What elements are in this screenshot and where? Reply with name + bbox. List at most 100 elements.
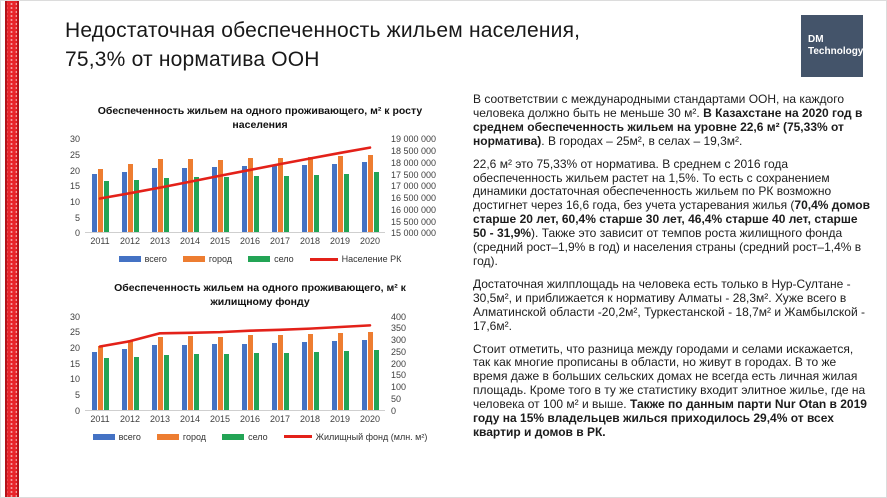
bar-город xyxy=(367,154,373,233)
legend-swatch xyxy=(92,433,115,440)
y-axis-tick: 0 xyxy=(74,228,80,239)
y-axis-tick: 5 xyxy=(74,389,80,400)
x-label: 2019 xyxy=(329,236,351,247)
x-label: 2012 xyxy=(119,413,141,424)
bar-group xyxy=(115,317,145,410)
y-axis-tick: 25 xyxy=(69,327,80,338)
y-axis-tick: 16 500 000 xyxy=(391,193,437,204)
plot-area xyxy=(85,139,385,234)
y-axis-tick: 10 xyxy=(69,374,80,385)
x-label: 2018 xyxy=(299,236,321,247)
bar-group xyxy=(325,317,355,410)
bar-group xyxy=(235,139,265,233)
bar-село xyxy=(103,180,109,233)
text-run: Стоит отметить, что разница между города… xyxy=(473,341,866,412)
y-axis-tick: 350 xyxy=(391,323,407,334)
bar-всего xyxy=(91,174,97,233)
bar-всего xyxy=(181,167,187,233)
left-y-axis: 30 25 20 15 10 5 0 xyxy=(59,312,85,416)
y-axis-tick: 30 xyxy=(69,311,80,322)
bar-group xyxy=(205,317,235,410)
x-axis-labels: 2011 2012 2013 2014 2015 2016 2017 2018 2019 2020 xyxy=(85,414,385,424)
legend-swatch xyxy=(118,256,141,263)
legend-label: город xyxy=(182,431,207,442)
text-run: Также по данным парти Nur Otan в 2019 го… xyxy=(473,397,867,439)
bar-город xyxy=(247,158,253,233)
legend-item: Жилищный фонд (млн. м²) xyxy=(283,432,427,442)
y-axis-tick: 150 xyxy=(391,370,407,381)
chart-legend: всего город село Жилищный фонд (млн. м²) xyxy=(59,432,461,442)
x-label: 2017 xyxy=(269,413,291,424)
paragraph: Стоит отметить, что разница между города… xyxy=(473,341,873,440)
bar-село xyxy=(373,172,379,233)
y-axis-tick: 18 000 000 xyxy=(391,157,437,168)
bar-group xyxy=(145,139,175,233)
bar-село xyxy=(103,357,109,410)
text-run: В соответствии с международными стандарт… xyxy=(473,92,845,120)
legend-item: город xyxy=(156,431,207,442)
legend-swatch xyxy=(182,256,205,263)
logo-line-1: DM xyxy=(808,33,824,45)
bar-group xyxy=(85,139,115,233)
legend-line-sample xyxy=(283,435,312,438)
bar-город xyxy=(127,341,133,410)
x-label: 2011 xyxy=(90,413,110,424)
x-label: 2020 xyxy=(359,236,381,247)
x-label: 2015 xyxy=(209,413,231,424)
y-axis-tick: 15 xyxy=(69,358,80,369)
y-axis-tick: 20 xyxy=(69,165,80,176)
bar-всего xyxy=(331,341,337,410)
x-label: 2020 xyxy=(359,413,381,424)
bar-село xyxy=(283,175,289,233)
text-run: В Казахстане на 2020 год в среднем обесп… xyxy=(473,105,863,148)
y-axis-tick: 17 000 000 xyxy=(391,181,437,192)
y-axis-tick: 5 xyxy=(74,212,80,223)
x-label: 2016 xyxy=(239,236,261,247)
analysis-text-column: В соответствии с международными стандарт… xyxy=(473,92,873,449)
bar-всего xyxy=(121,348,127,410)
bar-город xyxy=(247,335,253,410)
bar-group xyxy=(175,317,205,410)
bar-город xyxy=(367,332,373,410)
legend-line-sample xyxy=(309,258,338,261)
y-axis-tick: 15 000 000 xyxy=(391,228,437,239)
bar-group xyxy=(85,317,115,410)
bar-group xyxy=(325,139,355,233)
bar-group xyxy=(235,317,265,410)
bar-group xyxy=(175,139,205,233)
x-label: 2014 xyxy=(179,236,201,247)
bar-село xyxy=(163,178,169,233)
bar-group xyxy=(355,317,385,410)
legend-label: село xyxy=(274,254,294,265)
chart-title: Обеспеченность жильем на одного проживаю… xyxy=(114,282,406,308)
bar-group xyxy=(355,139,385,233)
chart-housing-vs-population: Обеспеченность жильем на одного проживаю… xyxy=(59,105,461,264)
text-run: . В городах – 25м², в селах – 19,3м². xyxy=(541,133,743,148)
y-axis-tick: 20 xyxy=(69,342,80,353)
text-run: 22,6 м² это 75,33% от норматива. В средн… xyxy=(473,156,832,213)
text-run: 70,4% домов старше 20 лет, 60,4% старше … xyxy=(473,198,870,241)
y-axis-tick: 30 xyxy=(69,134,80,145)
bar-город xyxy=(307,156,313,233)
bar-group xyxy=(265,139,295,233)
bar-город xyxy=(217,337,223,410)
y-axis-tick: 0 xyxy=(74,405,80,416)
paragraph: Достаточная жилплощадь на человека есть … xyxy=(473,277,873,334)
bar-село xyxy=(253,176,259,233)
bar-село xyxy=(313,351,319,410)
right-y-axis: 400 350 300 250 200 150 100 50 0 xyxy=(385,312,461,416)
bar-село xyxy=(223,177,229,233)
left-y-axis: 30 25 20 15 10 5 0 xyxy=(59,134,85,238)
bar-всего xyxy=(241,166,247,233)
paragraph: 22,6 м² это 75,33% от норматива. В средн… xyxy=(473,156,873,269)
bar-всего xyxy=(181,344,187,410)
text-run: ). Также это зависит от темпов роста жил… xyxy=(473,226,862,268)
bar-село xyxy=(193,354,199,410)
bar-город xyxy=(157,336,163,410)
x-axis-labels: 2011 2012 2013 2014 2015 2016 2017 2018 2019 2020 xyxy=(85,236,385,246)
bar-всего xyxy=(301,164,307,233)
legend-item: село xyxy=(222,432,268,442)
bar-всего xyxy=(271,342,277,410)
bar-group xyxy=(265,317,295,410)
